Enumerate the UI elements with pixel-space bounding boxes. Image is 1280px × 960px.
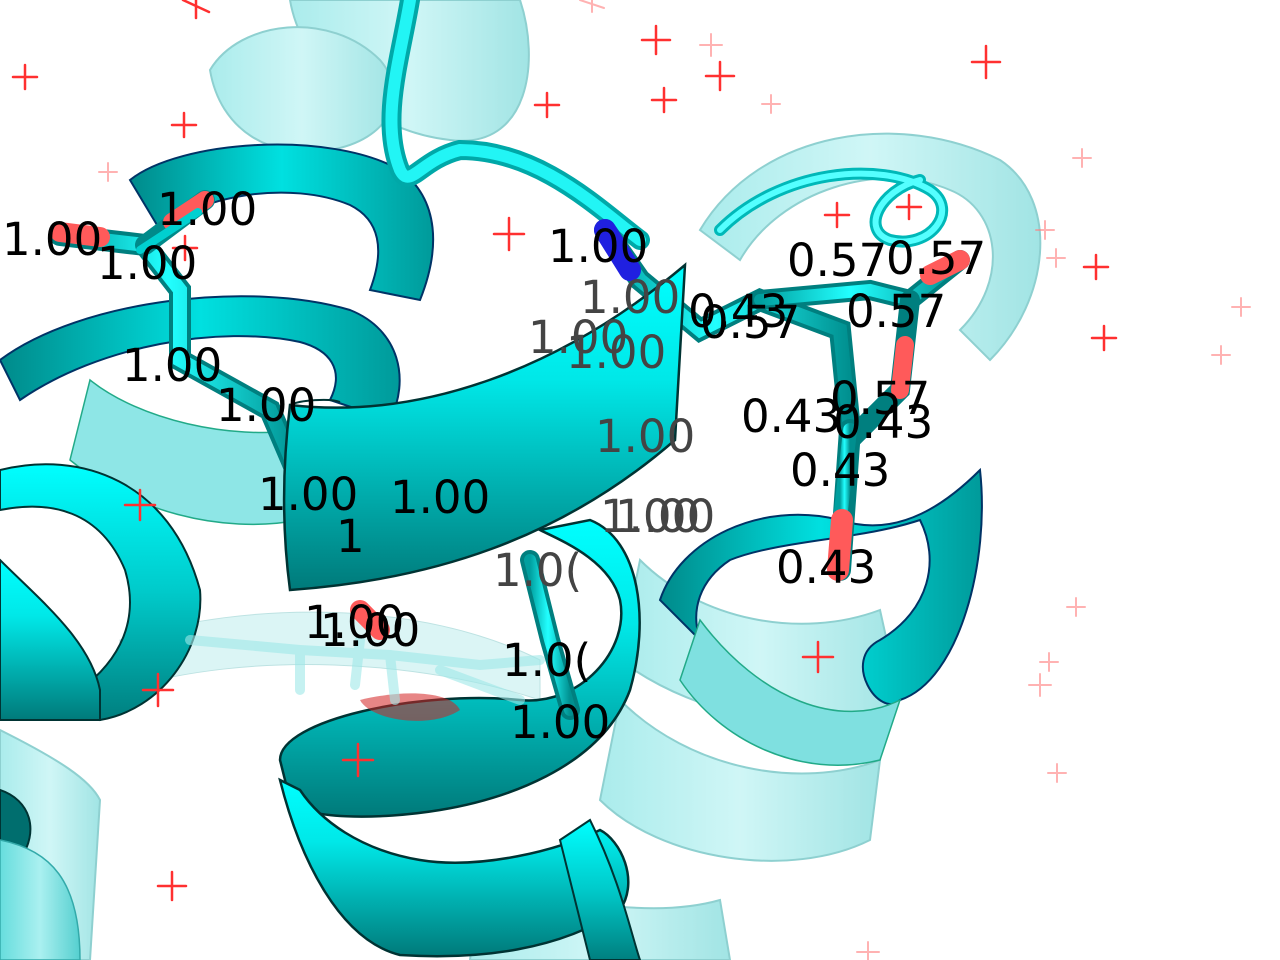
occupancy-label: 1.0( xyxy=(502,634,592,687)
occupancy-label: 1.00 xyxy=(157,183,258,236)
occupancy-label: 0.43 xyxy=(776,541,877,594)
occupancy-label: 1.00 xyxy=(510,696,611,749)
occupancy-label: 1.00 xyxy=(216,379,317,432)
occupancy-label: 1.00 xyxy=(595,410,696,463)
occupancy-label: 1.00 xyxy=(304,596,405,649)
occupancy-label: 0.43 xyxy=(741,390,842,443)
occupancy-label: 1.0( xyxy=(493,544,583,597)
occupancy-label: 1 xyxy=(336,510,365,563)
occupancy-label: 0.57 xyxy=(846,285,947,338)
faint-water-markers xyxy=(98,0,1251,960)
water-markers xyxy=(11,0,1118,902)
occupancy-label: 1.00 xyxy=(2,213,103,266)
occupancy-label: 0.57 xyxy=(700,296,801,349)
coil-loops xyxy=(381,0,949,250)
occupancy-label: 1.00 xyxy=(615,490,716,543)
occupancy-label: 1.00 xyxy=(320,604,421,657)
occupancy-label: 1.00 xyxy=(258,468,359,521)
occupancy-label: 0.43 xyxy=(688,285,789,338)
faint-ligand xyxy=(185,635,545,705)
occupancy-label: 0.57 xyxy=(787,234,888,287)
occupancy-label: 1.00 xyxy=(122,339,223,392)
lower-front-helix xyxy=(278,518,642,960)
occupancy-label: 0.57 xyxy=(830,372,931,425)
left-helix-stack xyxy=(0,143,435,960)
occupancy-label: 0.43 xyxy=(790,444,891,497)
occupancy-label: 1.00 xyxy=(528,311,629,364)
occupancy-label: 0.43 xyxy=(833,396,934,449)
occupancy-label: 0.57 xyxy=(886,232,987,285)
occupancy-label: 1.00 xyxy=(97,237,198,290)
occupancy-label: 1.00 xyxy=(566,326,667,379)
occupancy-label: 1.00 xyxy=(548,220,649,273)
occupancy-label: 1.00 xyxy=(390,471,491,524)
residue-sticks xyxy=(49,190,970,720)
occupancy-label: 1.00 xyxy=(600,490,701,543)
front-helix-ribbon xyxy=(282,262,687,592)
occupancy-label: 1.00 xyxy=(580,271,681,324)
